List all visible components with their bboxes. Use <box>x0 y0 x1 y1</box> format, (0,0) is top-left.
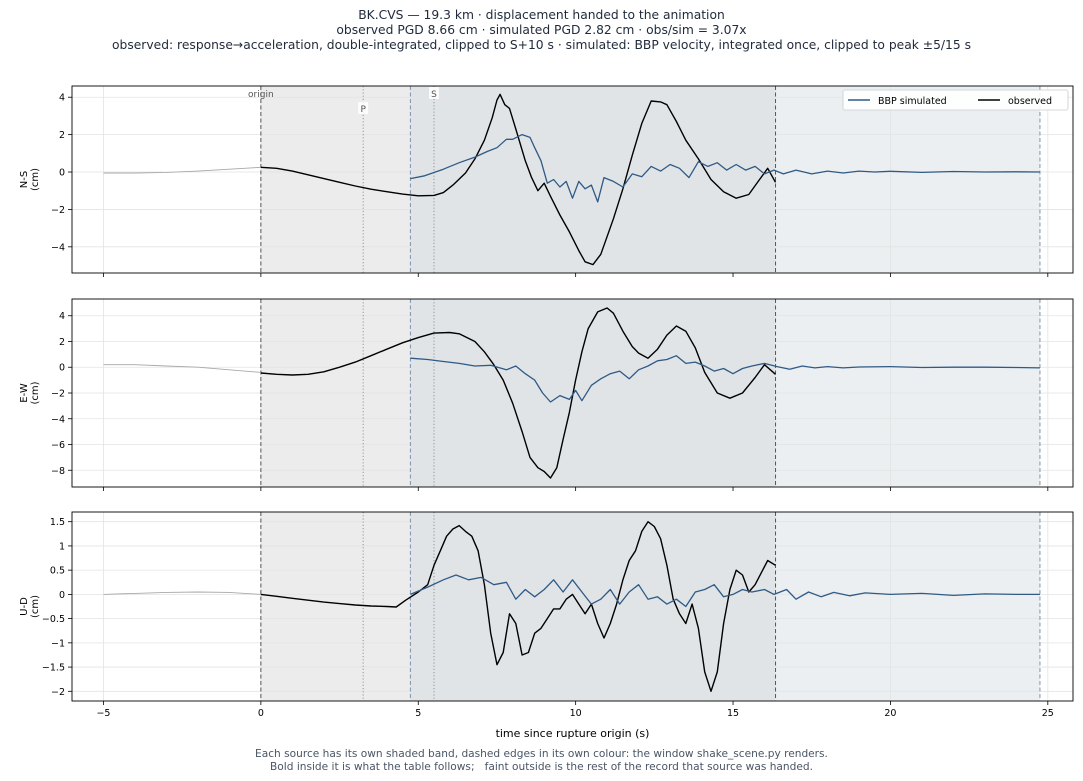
y-axis-label: U-D <box>19 597 30 616</box>
legend-box <box>842 89 1069 111</box>
x-tick-label: 5 <box>415 708 421 719</box>
y-axis-label: (cm) <box>30 595 41 618</box>
simulated-window-band <box>410 86 1040 273</box>
observed-window-band <box>260 512 776 701</box>
chart-footer: Each source has its own shaded band, das… <box>0 748 1083 773</box>
y-tick-label: −1.5 <box>42 663 65 674</box>
legend-label-observed: observed <box>1008 96 1052 107</box>
y-tick-label: 4 <box>59 93 65 104</box>
panel-frame <box>71 511 1074 702</box>
y-tick-label: 2 <box>59 130 65 141</box>
series-line-simulated <box>410 133 1040 203</box>
panel-1: −8 −6 −4 −2 0 2 4 E-W (cm) <box>19 298 1074 491</box>
y-tick-label: 0.5 <box>50 566 65 577</box>
y-tick-label: −4 <box>51 414 65 425</box>
legend-label-simulated: BBP simulated <box>878 96 947 107</box>
series-faint-observed <box>103 364 261 373</box>
y-tick-label: −2 <box>51 687 65 698</box>
y-tick-label: 0 <box>59 590 65 601</box>
y-tick-label: 0 <box>59 363 65 374</box>
footer-line-2: Bold inside it is what the table follows… <box>270 760 813 773</box>
y-tick-label: 0 <box>59 168 65 179</box>
marker-label-S: S <box>431 90 437 100</box>
series-line-observed <box>260 93 777 266</box>
simulated-window-band <box>410 512 1040 701</box>
title-line-1: BK.CVS — 19.3 km · displacement handed t… <box>358 8 725 22</box>
y-axis-label: N-S <box>19 171 30 188</box>
series-faint-observed <box>103 166 261 174</box>
marker-label-origin: origin <box>248 90 274 100</box>
panel-2: −2 −1.5 −1 −0.5 0 0.5 1 1.5 −5 0 5 10 15 20 25 U-D (cm) <box>19 511 1074 719</box>
footer-line-1: Each source has its own shaded band, das… <box>255 748 828 760</box>
x-axis-label: time since rupture origin (s) <box>496 727 650 740</box>
y-axis-label: (cm) <box>30 168 41 191</box>
series-faint-observed <box>103 591 261 595</box>
legend: BBP simulated observed <box>842 89 1069 111</box>
series-line-observed <box>260 307 776 479</box>
y-tick-label: −6 <box>51 440 65 451</box>
x-tick-label: −5 <box>96 708 110 719</box>
marker-label-P: P <box>360 105 366 115</box>
marker-label-bg <box>428 87 439 99</box>
y-tick-label: −4 <box>51 242 65 253</box>
y-tick-label: −0.5 <box>42 614 65 625</box>
title-line-2: observed PGD 8.66 cm · simulated PGD 2.8… <box>336 23 747 37</box>
title-line-3: observed: response→acceleration, double-… <box>112 38 971 52</box>
y-tick-label: 4 <box>59 311 65 322</box>
panel-0: −4 −2 0 2 4 N-S (cm) origin P S BBP simulated obser… <box>19 85 1074 277</box>
observed-window-band <box>260 86 776 273</box>
y-axis-label: (cm) <box>30 381 41 404</box>
x-tick-label: 15 <box>727 708 739 719</box>
y-tick-label: 1 <box>59 541 65 552</box>
x-tick-label: 25 <box>1042 708 1054 719</box>
y-tick-label: −1 <box>51 638 65 649</box>
panel-frame <box>71 85 1074 274</box>
x-tick-label: 10 <box>570 708 582 719</box>
y-axis-label: E-W <box>19 383 30 403</box>
y-tick-label: −8 <box>51 466 65 477</box>
x-tick-label: 0 <box>258 708 264 719</box>
chart-title: BK.CVS — 19.3 km · displacement handed t… <box>0 8 1083 53</box>
y-tick-label: 1.5 <box>50 517 65 528</box>
x-tick-label: 20 <box>884 708 896 719</box>
series-line-simulated <box>410 355 1040 403</box>
marker-label-bg <box>358 102 369 114</box>
y-tick-label: 2 <box>59 337 65 348</box>
y-tick-label: −2 <box>51 205 65 216</box>
y-tick-label: −2 <box>51 389 65 400</box>
series-line-simulated <box>410 574 1040 608</box>
